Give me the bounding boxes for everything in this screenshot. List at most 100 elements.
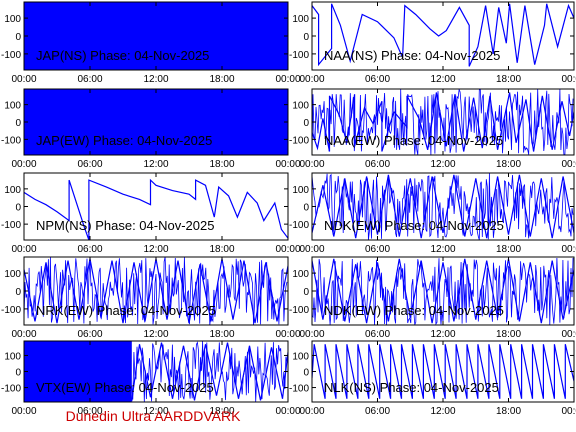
saturated-trace <box>24 89 288 155</box>
panel-title: NAA(NS) Phase: 04-Nov-2025 <box>324 48 500 63</box>
plot-area <box>312 173 574 240</box>
y-tick-label: 100 <box>4 351 21 362</box>
x-tick-label: 18:00 <box>496 244 521 255</box>
x-tick-label: 12:00 <box>143 406 168 417</box>
x-tick-label: 00:00 <box>11 406 36 417</box>
plot-area <box>24 2 288 70</box>
y-tick-label: -100 <box>289 220 309 231</box>
y-tick-label: -100 <box>289 50 309 61</box>
y-tick-label: -100 <box>1 220 21 231</box>
x-tick-label: 06:00 <box>77 406 102 417</box>
panel-title: NDK(EW) Phase: 04-Nov-2025 <box>324 218 504 233</box>
x-tick-label: 18:00 <box>496 159 521 170</box>
x-tick-label: 00:00 <box>275 74 300 85</box>
y-tick-label: -100 <box>1 384 21 395</box>
x-tick-label: 00:00 <box>561 244 576 255</box>
panel-title: NAA(EW) Phase: 04-Nov-2025 <box>324 133 503 148</box>
x-tick-label: 00:00 <box>299 244 324 255</box>
chart-panel: 1000-10000:0006:0012:0018:0000:00NDK(EW)… <box>289 172 576 255</box>
y-tick-label: 0 <box>15 118 21 129</box>
x-tick-label: 00:00 <box>275 159 300 170</box>
series-line <box>312 174 574 239</box>
x-tick-label: 00:00 <box>561 74 576 85</box>
series-texture <box>312 257 574 325</box>
x-tick-label: 00:00 <box>561 329 576 340</box>
x-tick-label: 00:00 <box>275 406 300 417</box>
x-tick-label: 12:00 <box>143 159 168 170</box>
x-tick-label: 12:00 <box>430 406 455 417</box>
y-tick-label: 100 <box>4 14 21 25</box>
panel-title: JAP(NS) Phase: 04-Nov-2025 <box>36 48 209 63</box>
x-tick-label: 12:00 <box>143 244 168 255</box>
y-tick-label: 0 <box>15 203 21 214</box>
x-tick-label: 12:00 <box>430 159 455 170</box>
x-tick-label: 18:00 <box>209 74 234 85</box>
panel-title: NPM(NS) Phase: 04-Nov-2025 <box>36 218 214 233</box>
y-tick-label: 0 <box>303 368 309 379</box>
x-tick-label: 00:00 <box>11 159 36 170</box>
x-tick-label: 06:00 <box>365 329 390 340</box>
x-tick-label: 18:00 <box>209 159 234 170</box>
chart-panel: 1000-10000:0006:0012:0018:0000:00NAA(EW)… <box>289 88 576 170</box>
x-tick-label: 00:00 <box>275 244 300 255</box>
y-tick-label: 0 <box>303 118 309 129</box>
x-tick-label: 12:00 <box>143 74 168 85</box>
series-texture <box>131 341 288 402</box>
series-line <box>312 92 574 152</box>
plot-area <box>312 89 574 155</box>
y-tick-label: 0 <box>303 32 309 43</box>
x-tick-label: 12:00 <box>430 329 455 340</box>
x-tick-label: 06:00 <box>77 74 102 85</box>
plot-area <box>24 178 288 240</box>
series-line <box>312 258 574 324</box>
x-tick-label: 00:00 <box>299 329 324 340</box>
x-tick-label: 12:00 <box>430 244 455 255</box>
y-tick-label: 0 <box>15 287 21 298</box>
chart-panel: 1000-10000:0006:0012:0018:0000:00NAA(NS)… <box>289 1 576 85</box>
y-tick-label: 100 <box>4 101 21 112</box>
y-tick-label: -100 <box>1 135 21 146</box>
x-tick-label: 06:00 <box>77 159 102 170</box>
x-tick-label: 00:00 <box>11 329 36 340</box>
x-tick-label: 00:00 <box>299 159 324 170</box>
x-tick-label: 06:00 <box>365 244 390 255</box>
plot-area <box>24 341 288 402</box>
x-tick-label: 18:00 <box>209 329 234 340</box>
x-tick-label: 18:00 <box>496 406 521 417</box>
x-tick-label: 00:00 <box>299 406 324 417</box>
x-tick-label: 00:00 <box>561 406 576 417</box>
x-tick-label: 00:00 <box>11 74 36 85</box>
panel-title: NRK(EW) Phase: 04-Nov-2025 <box>36 303 216 318</box>
x-tick-label: 12:00 <box>143 329 168 340</box>
panel-title: JAP(EW) Phase: 04-Nov-2025 <box>36 133 212 148</box>
series-line <box>312 3 574 67</box>
plot-area <box>312 3 574 67</box>
x-tick-label: 06:00 <box>365 159 390 170</box>
x-tick-label: 00:00 <box>561 159 576 170</box>
y-tick-label: -100 <box>289 305 309 316</box>
series-line <box>312 344 574 399</box>
y-tick-label: 100 <box>292 14 309 25</box>
x-tick-label: 18:00 <box>496 74 521 85</box>
series-texture <box>312 173 574 240</box>
x-tick-label: 18:00 <box>496 329 521 340</box>
x-tick-label: 18:00 <box>209 406 234 417</box>
panel-title: VTX(EW) Phase: 04-Nov-2025 <box>36 380 214 395</box>
x-tick-label: 06:00 <box>77 244 102 255</box>
x-tick-label: 00:00 <box>11 244 36 255</box>
y-tick-label: 0 <box>303 203 309 214</box>
x-tick-label: 06:00 <box>77 329 102 340</box>
y-tick-label: 0 <box>15 368 21 379</box>
y-tick-label: 0 <box>303 287 309 298</box>
x-tick-label: 06:00 <box>365 406 390 417</box>
saturated-trace <box>24 2 288 70</box>
chart-panel: 1000-10000:0006:0012:0018:0000:00NDK(EW)… <box>289 256 576 340</box>
y-tick-label: -100 <box>289 135 309 146</box>
